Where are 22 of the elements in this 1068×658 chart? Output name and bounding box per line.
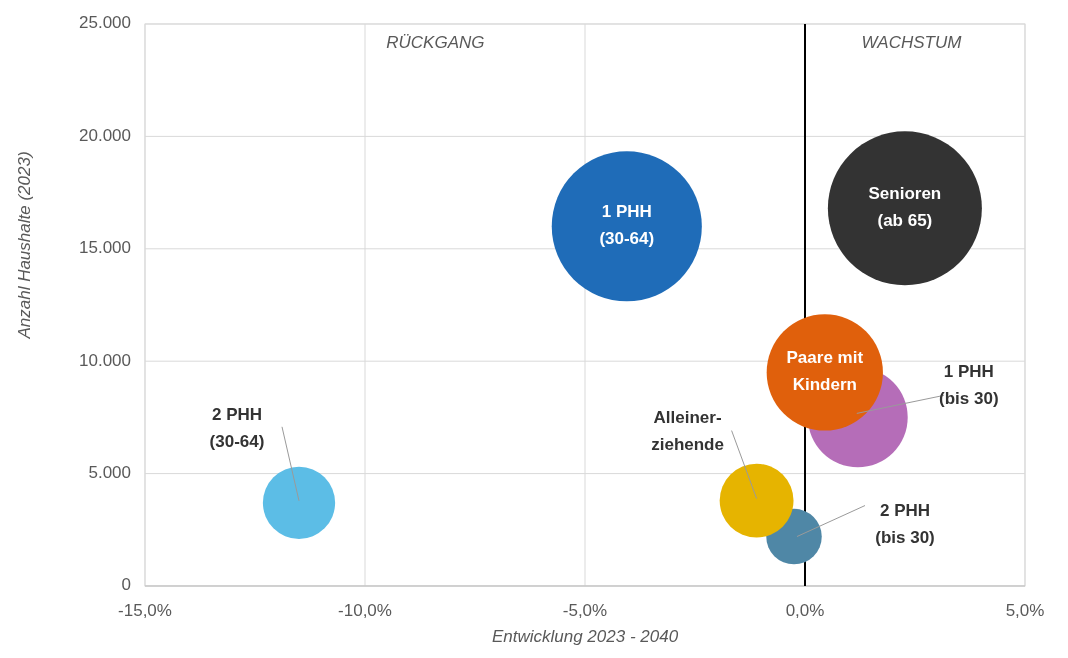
annotation: RÜCKGANG: [386, 33, 485, 53]
y-tick-label: 5.000: [88, 463, 131, 483]
x-axis-title: Entwicklung 2023 - 2040: [491, 627, 679, 646]
series-label: 2 PHH (30-64): [209, 405, 265, 452]
y-tick-label: 15.000: [79, 238, 131, 258]
series-label: 1 PHH (bis 30): [939, 361, 999, 408]
y-tick-label: 20.000: [79, 125, 131, 145]
x-tick-label: 5,0%: [1005, 601, 1045, 620]
series-label: Alleiner- ziehende: [651, 408, 724, 455]
text: 2 PHH (bis 30): [875, 501, 935, 548]
annotation: WACHSTUM: [861, 33, 963, 53]
series-label: Paare mit Kindern: [786, 348, 864, 395]
series-label: Senioren (ab 65): [868, 184, 942, 231]
x-tick-label: 0,0%: [785, 601, 825, 620]
y-axis-title: Anzahl Haushalte (2023): [15, 151, 34, 340]
x-tick-label: -10,0%: [338, 601, 392, 620]
series-label: 1 PHH (30-64): [599, 202, 655, 249]
y-tick-label: 25.000: [79, 13, 131, 33]
x-tick-label: -5,0%: [562, 601, 608, 620]
x-tick-label: -15,0%: [118, 601, 172, 620]
y-tick-label: 10.000: [79, 350, 131, 370]
y-tick-label: 0: [121, 575, 131, 595]
